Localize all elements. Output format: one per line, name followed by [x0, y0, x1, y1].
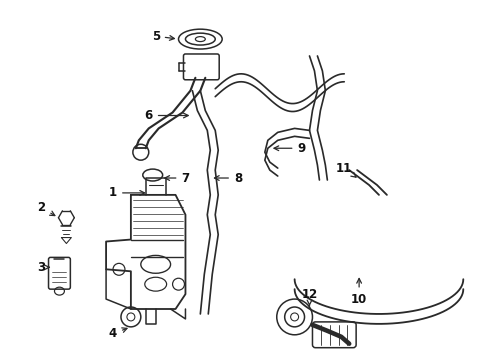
Text: 3: 3: [38, 261, 49, 274]
Text: 4: 4: [109, 327, 127, 340]
Text: 1: 1: [109, 186, 145, 199]
Text: 2: 2: [38, 201, 55, 216]
Text: 8: 8: [215, 171, 242, 185]
Text: 7: 7: [165, 171, 190, 185]
Text: 6: 6: [145, 109, 188, 122]
Text: 11: 11: [336, 162, 356, 177]
Text: 9: 9: [274, 142, 306, 155]
Text: 5: 5: [151, 30, 174, 42]
Text: 10: 10: [351, 278, 367, 306]
Text: 12: 12: [301, 288, 318, 306]
